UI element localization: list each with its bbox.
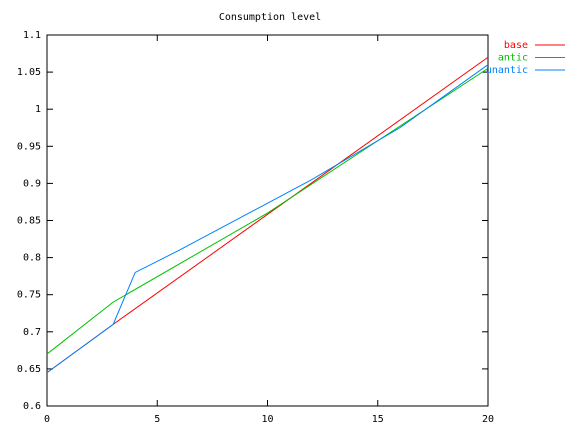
y-tick-label: 1.05 (17, 67, 41, 78)
x-tick-label: 20 (482, 414, 494, 425)
x-tick-label: 10 (261, 414, 273, 425)
legend-label: unantic (486, 65, 528, 76)
y-tick-label: 0.85 (17, 216, 41, 227)
chart-title: Consumption level (219, 12, 321, 23)
y-tick-label: 0.65 (17, 364, 41, 375)
x-tick-label: 0 (44, 414, 50, 425)
x-tick-label: 5 (154, 414, 160, 425)
line-series (46, 64, 489, 374)
plot-frame (46, 34, 489, 407)
x-tick-label: 15 (372, 414, 384, 425)
y-tick-label: 0.95 (17, 141, 41, 152)
legend-label: base (504, 40, 528, 51)
y-tick-label: 0.8 (23, 253, 41, 264)
y-tick-label: 1 (35, 104, 41, 115)
legend-label: antic (498, 53, 528, 64)
y-tick-label: 0.75 (17, 290, 41, 301)
line-series (46, 67, 489, 355)
y-tick-label: 1.1 (23, 30, 41, 41)
y-tick-label: 0.9 (23, 178, 41, 189)
y-tick-label: 0.7 (23, 327, 41, 338)
line-series (46, 56, 489, 374)
y-tick-label: 0.6 (23, 401, 41, 412)
